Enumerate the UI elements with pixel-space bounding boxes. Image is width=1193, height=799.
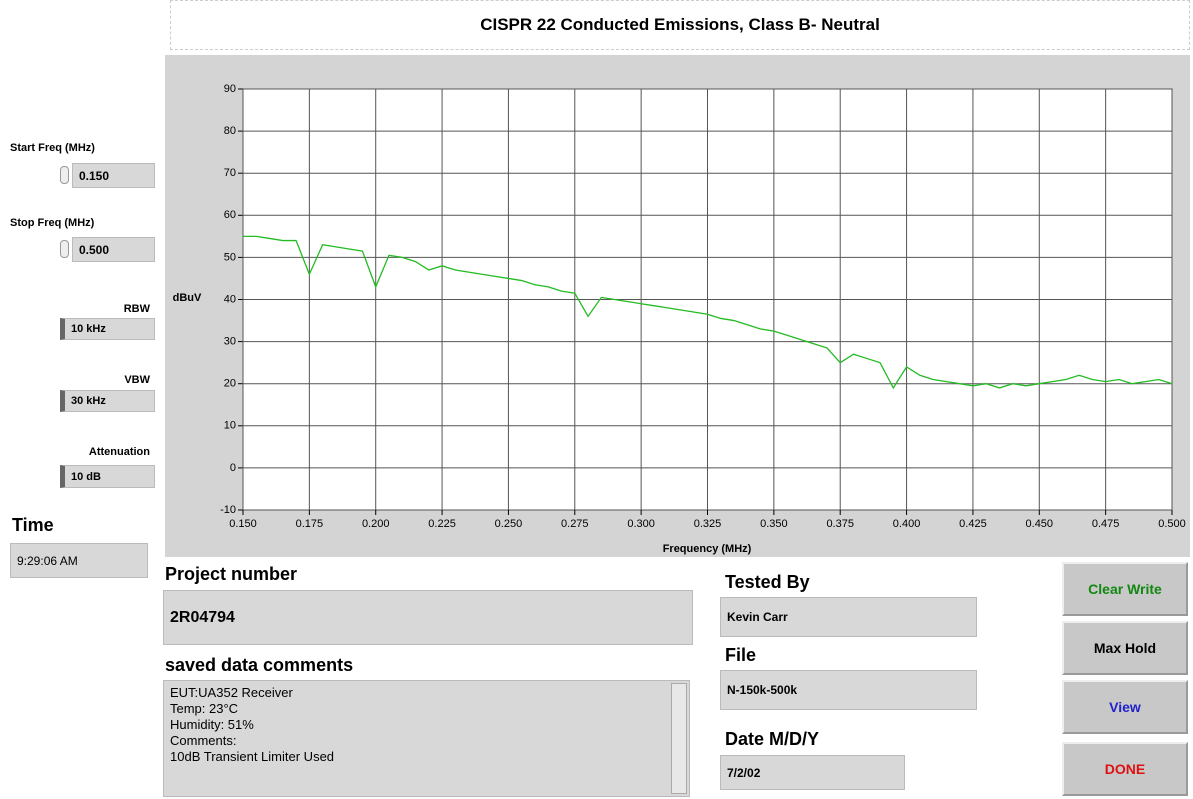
x-axis-label: Frequency (MHz): [663, 543, 752, 555]
y-tick-label: -10: [220, 504, 236, 516]
button[interactable]: Clear Write: [1062, 562, 1188, 616]
comment-line: Comments:: [170, 733, 237, 748]
control-value[interactable]: 10 kHz: [60, 318, 155, 340]
file-value[interactable]: N-150k-500k: [720, 670, 977, 710]
x-tick-label: 0.225: [428, 518, 456, 530]
y-tick-label: 70: [224, 167, 236, 179]
x-tick-label: 0.250: [495, 518, 523, 530]
y-tick-label: 60: [224, 209, 236, 221]
control-value[interactable]: 10 dB: [60, 465, 155, 488]
comments-box[interactable]: EUT:UA352 Receiver Temp: 23°C Humidity: …: [163, 680, 690, 797]
trace: [243, 235, 1173, 390]
x-tick-label: 0.175: [296, 518, 324, 530]
date-value[interactable]: 7/2/02: [720, 755, 905, 790]
control-value[interactable]: 30 kHz: [60, 390, 155, 412]
chart-title: CISPR 22 Conducted Emissions, Class B- N…: [170, 0, 1190, 50]
control-label: RBW: [123, 303, 150, 315]
comment-line: Temp: 23°C: [170, 701, 239, 716]
x-tick-label: 0.500: [1158, 518, 1186, 530]
comment-line: Humidity: 51%: [170, 717, 254, 732]
control-label: Stop Freq (MHz): [10, 217, 95, 229]
control-label: Start Freq (MHz): [10, 142, 95, 154]
comment-line: EUT:UA352 Receiver: [170, 685, 293, 700]
x-tick-label: 0.475: [1092, 518, 1120, 530]
comments-label: saved data comments: [165, 655, 354, 675]
control-value[interactable]: 0.500: [72, 237, 155, 262]
y-tick-label: 90: [224, 83, 236, 95]
spinner[interactable]: [60, 240, 69, 258]
project-label: Project number: [165, 564, 298, 584]
x-tick-label: 0.375: [826, 518, 854, 530]
x-tick-label: 0.200: [362, 518, 390, 530]
y-tick-label: 20: [224, 378, 236, 390]
control-label: Attenuation: [88, 446, 150, 458]
control-value[interactable]: 0.150: [72, 163, 155, 188]
y-axis-label: dBuV: [173, 292, 202, 304]
x-tick-label: 0.150: [229, 518, 257, 530]
x-tick-label: 0.350: [760, 518, 788, 530]
x-tick-label: 0.450: [1026, 518, 1054, 530]
time-label: Time: [12, 515, 54, 535]
tested-by-label: Tested By: [725, 572, 810, 592]
comment-line: 10dB Transient Limiter Used: [170, 749, 335, 764]
time-value: 9:29:06 AM: [10, 543, 148, 578]
scrollbar[interactable]: [671, 683, 687, 794]
project-value[interactable]: 2R04794: [163, 590, 693, 645]
date-label: Date M/D/Y: [725, 729, 820, 749]
x-tick-label: 0.400: [893, 518, 921, 530]
y-tick-label: 50: [224, 251, 236, 263]
y-tick-label: 10: [224, 420, 236, 432]
button[interactable]: View: [1062, 680, 1188, 734]
file-label: File: [725, 645, 757, 665]
x-tick-label: 0.300: [627, 518, 655, 530]
button[interactable]: Max Hold: [1062, 621, 1188, 675]
x-tick-label: 0.325: [694, 518, 722, 530]
y-tick-label: 80: [224, 125, 236, 137]
control-label: VBW: [124, 374, 150, 386]
spinner[interactable]: [60, 166, 69, 184]
y-tick-label: 0: [230, 462, 236, 474]
tested-by-value[interactable]: Kevin Carr: [720, 597, 977, 637]
x-tick-label: 0.425: [959, 518, 987, 530]
chart: dBuV Frequency (MHz) -10 0 10 20 30 40 50 60 70 8…: [165, 55, 1190, 557]
y-tick-label: 30: [224, 336, 236, 348]
y-tick-label: 40: [224, 293, 236, 305]
x-tick-label: 0.275: [561, 518, 589, 530]
button[interactable]: DONE: [1062, 742, 1188, 796]
